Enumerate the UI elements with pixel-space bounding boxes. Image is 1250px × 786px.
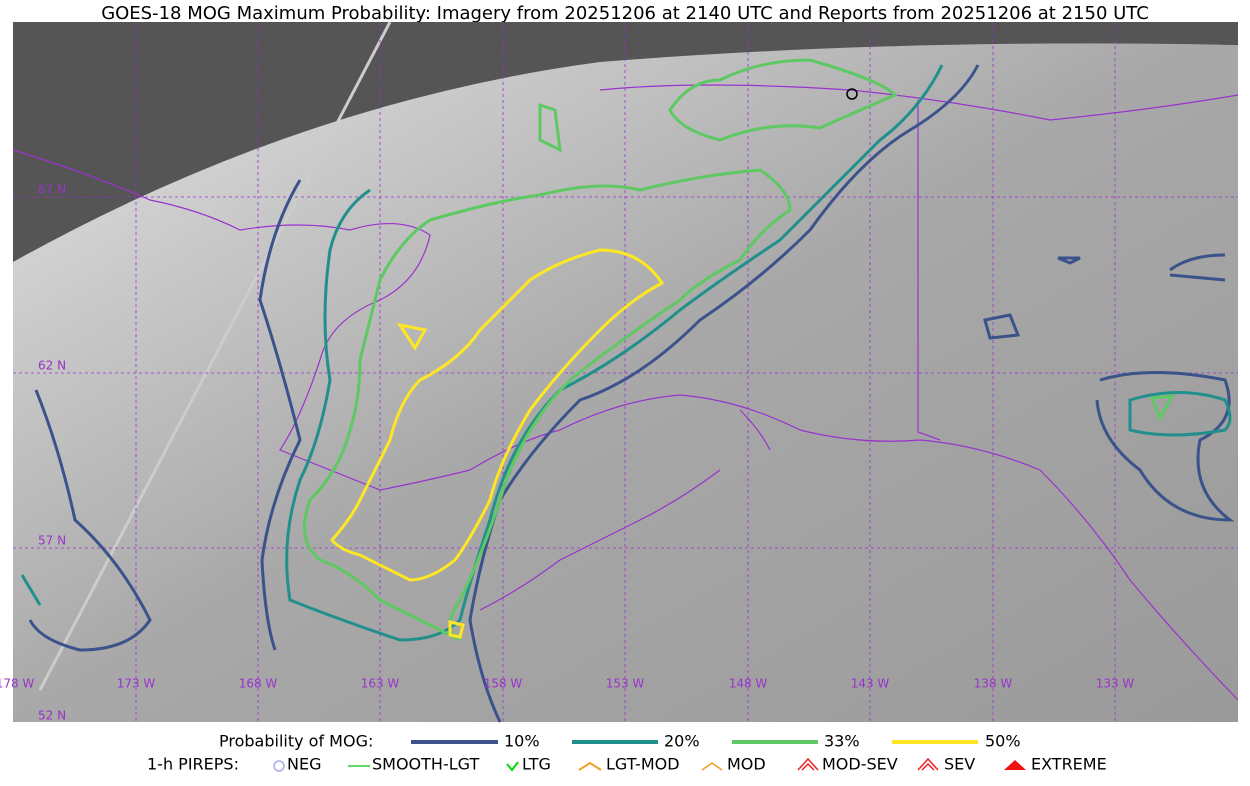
title: GOES-18 MOG Maximum Probability: Imagery…	[101, 3, 1149, 24]
longitude-label: 153 W	[606, 677, 645, 691]
legend-label: MOD	[727, 755, 766, 774]
legend-symbol	[797, 757, 819, 771]
longitude-label: 148 W	[729, 677, 768, 691]
legend: Probability of MOG: 10% 20% 33% 50% 1-h …	[147, 732, 1107, 774]
legend-label: SEV	[944, 755, 975, 774]
scan-line	[38, 21, 392, 691]
pirep-neg-marker	[846, 88, 858, 100]
longitude-label: 168 W	[239, 677, 278, 691]
legend-label: SMOOTH-LGT	[372, 755, 479, 774]
latitude-label: 52 N	[38, 709, 66, 723]
coastlines	[12, 84, 1239, 701]
legend-label: EXTREME	[1031, 755, 1107, 774]
longitude-label: 178 W	[0, 677, 34, 691]
map: 67 N 62 N 57 N 52 N 178 W 173 W 168 W 16…	[0, 21, 1239, 723]
longitude-label: 133 W	[1096, 677, 1135, 691]
legend-title: 1-h PIREPS:	[147, 755, 239, 774]
legend-label: 50%	[985, 732, 1021, 751]
grid	[13, 22, 1238, 722]
legend-symbol	[917, 757, 939, 771]
legend-symbol	[578, 761, 602, 771]
longitude-label: 138 W	[974, 677, 1013, 691]
legend-label: MOD-SEV	[822, 755, 898, 774]
legend-label: NEG	[287, 755, 321, 774]
latitude-label: 62 N	[38, 359, 66, 373]
legend-symbol	[506, 761, 519, 772]
legend-label: 33%	[824, 732, 860, 751]
legend-symbol	[273, 760, 285, 772]
longitude-label: 143 W	[851, 677, 890, 691]
latitude-label: 57 N	[38, 534, 66, 548]
legend-symbol	[701, 762, 723, 771]
longitude-label: 163 W	[361, 677, 400, 691]
longitude-label: 173 W	[117, 677, 156, 691]
contours	[20, 58, 1235, 723]
no-data	[13, 22, 1238, 262]
longitude-label: 158 W	[484, 677, 523, 691]
legend-label: 10%	[504, 732, 540, 751]
legend-label: LGT-MOD	[606, 755, 680, 774]
latitude-label: 67 N	[38, 183, 66, 197]
legend-title: Probability of MOG:	[219, 732, 373, 751]
legend-label: 20%	[664, 732, 700, 751]
legend-symbol	[1004, 760, 1026, 770]
legend-label: LTG	[522, 755, 551, 774]
